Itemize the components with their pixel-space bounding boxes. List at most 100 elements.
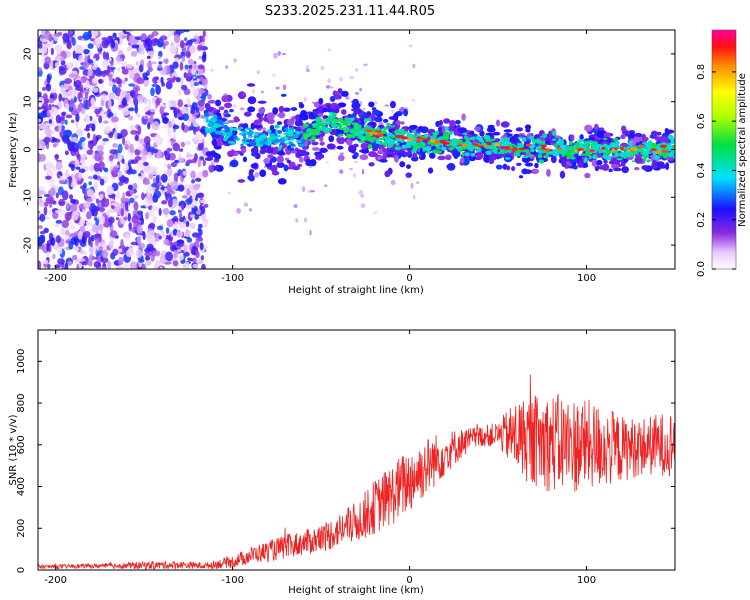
spectrogram-signal-blob — [394, 149, 403, 154]
spectrogram-signal-blob — [394, 154, 399, 163]
spectrogram-xtick-label: -200 — [44, 273, 67, 284]
spectrogram-noise-blob — [38, 139, 43, 149]
snr-ytick-label: 800 — [16, 393, 27, 412]
spectrogram-signal-blob — [221, 95, 229, 103]
spectrogram-signal-blob — [613, 161, 621, 165]
spectrogram-noise-blob — [195, 239, 200, 248]
spectrogram-noise-blob — [126, 63, 133, 69]
spectrogram-noise-blob — [173, 34, 181, 44]
spectrogram-core-blob — [605, 149, 612, 155]
spectrogram-core-blob — [321, 123, 327, 126]
spectrogram-core-blob — [403, 130, 408, 134]
spectrogram-noise-blob — [121, 158, 125, 164]
spectrogram-peak-blob — [376, 136, 380, 139]
spectrogram-noise-blob — [107, 81, 115, 87]
spectrogram-noise-blob — [154, 238, 160, 242]
spectrogram-core-blob — [590, 142, 596, 147]
spectrogram-noise-blob — [180, 141, 186, 148]
spectrogram-noise-blob — [83, 128, 91, 132]
spectrogram-speckle — [327, 78, 331, 84]
spectrogram-signal-blob — [290, 150, 298, 154]
spectrogram-signal-blob — [283, 164, 289, 172]
spectrogram-speckle — [236, 207, 241, 214]
spectrogram-noise-blob — [137, 210, 144, 215]
spectrogram-noise-blob — [119, 54, 126, 60]
spectrogram-signal-blob — [654, 136, 661, 141]
spectrogram-signal-blob — [395, 120, 401, 126]
spectrogram-core-blob — [537, 145, 542, 150]
spectrogram-signal-blob — [287, 118, 295, 127]
spectrogram-peak-blob — [434, 140, 439, 145]
spectrogram-core-blob — [430, 135, 435, 139]
spectrogram-signal-blob — [247, 106, 256, 113]
spectrogram-noise-blob — [151, 183, 158, 188]
spectrogram-noise-blob — [91, 30, 99, 38]
spectrogram-core-blob — [410, 141, 415, 146]
spectrogram-signal-blob — [366, 111, 372, 116]
spectrogram-speckle — [277, 51, 281, 56]
snr-xtick-label: -100 — [221, 575, 244, 586]
spectrogram-noise-blob — [48, 97, 55, 104]
spectrogram-noise-blob — [110, 60, 114, 67]
spectrogram-core-blob — [227, 131, 233, 137]
spectrogram-signal-blob — [250, 147, 259, 155]
spectrogram-speckle — [307, 189, 312, 194]
spectrogram-peak-blob — [364, 129, 370, 132]
spectrogram-noise-blob — [203, 203, 209, 208]
spectrogram-core-blob — [517, 136, 523, 139]
spectrogram-noise-blob — [81, 141, 86, 149]
spectrogram-ytick-label: 10 — [22, 95, 33, 108]
spectrogram-peak-blob — [457, 142, 461, 146]
spectrogram-core-blob — [508, 143, 513, 147]
spectrogram-noise-blob — [81, 255, 89, 266]
spectrogram-noise-blob — [124, 143, 129, 151]
spectrogram-noise-blob — [103, 111, 108, 115]
spectrogram-core-blob — [279, 145, 283, 148]
spectrogram-noise-blob — [58, 179, 65, 185]
spectrogram-signal-blob — [319, 147, 328, 154]
spectrogram-noise-blob — [103, 168, 109, 173]
spectrogram-core-blob — [386, 138, 393, 143]
spectrogram-noise-blob — [98, 194, 104, 199]
spectrogram-noise-blob — [123, 263, 129, 269]
spectrogram-speckle — [249, 208, 252, 212]
spectrogram-noise-blob — [197, 44, 203, 51]
spectrogram-noise-blob — [97, 51, 102, 55]
spectrogram-noise-blob — [198, 55, 203, 60]
spectrogram-noise-blob — [38, 234, 45, 245]
spectrogram-signal-blob — [572, 165, 578, 170]
spectrogram-noise-blob — [144, 115, 149, 120]
spectrogram-noise-blob — [108, 208, 113, 213]
spectrogram-noise-blob — [185, 98, 190, 103]
spectrogram-core-blob — [662, 154, 669, 159]
spectrogram-signal-blob — [437, 155, 446, 161]
spectrogram-signal-blob — [368, 151, 377, 158]
spectrogram-signal-blob — [360, 118, 365, 126]
spectrogram-speckle — [210, 161, 215, 166]
spectrogram-noise-blob — [134, 148, 141, 156]
spectrogram-signal-blob — [603, 159, 608, 164]
spectrogram-noise-blob — [174, 159, 180, 164]
spectrogram-noise-blob — [134, 195, 139, 199]
spectrogram-speckle — [349, 75, 355, 80]
spectrogram-noise-blob — [58, 93, 63, 102]
spectrogram-signal-blob — [445, 154, 452, 161]
spectrogram-noise-blob — [86, 149, 94, 155]
spectrogram-noise-blob — [38, 96, 45, 106]
spectrogram-noise-blob — [112, 143, 118, 148]
spectrogram-signal-blob — [351, 102, 361, 110]
spectrogram-core-blob — [366, 117, 372, 122]
spectrogram-signal-blob — [352, 143, 359, 148]
spectrogram-noise-blob — [181, 122, 185, 131]
spectrogram-speckle — [262, 127, 266, 132]
spectrogram-noise-blob — [136, 113, 141, 118]
spectrogram-core-blob — [386, 132, 393, 137]
spectrogram-noise-blob — [148, 222, 156, 230]
spectrogram-core-blob — [307, 138, 314, 142]
spectrogram-speckle — [412, 98, 415, 103]
spectrogram-core-blob — [568, 141, 573, 146]
spectrogram-noise-blob — [92, 174, 98, 180]
spectrogram-noise-blob — [90, 234, 95, 242]
spectrogram-noise-blob — [122, 164, 130, 171]
